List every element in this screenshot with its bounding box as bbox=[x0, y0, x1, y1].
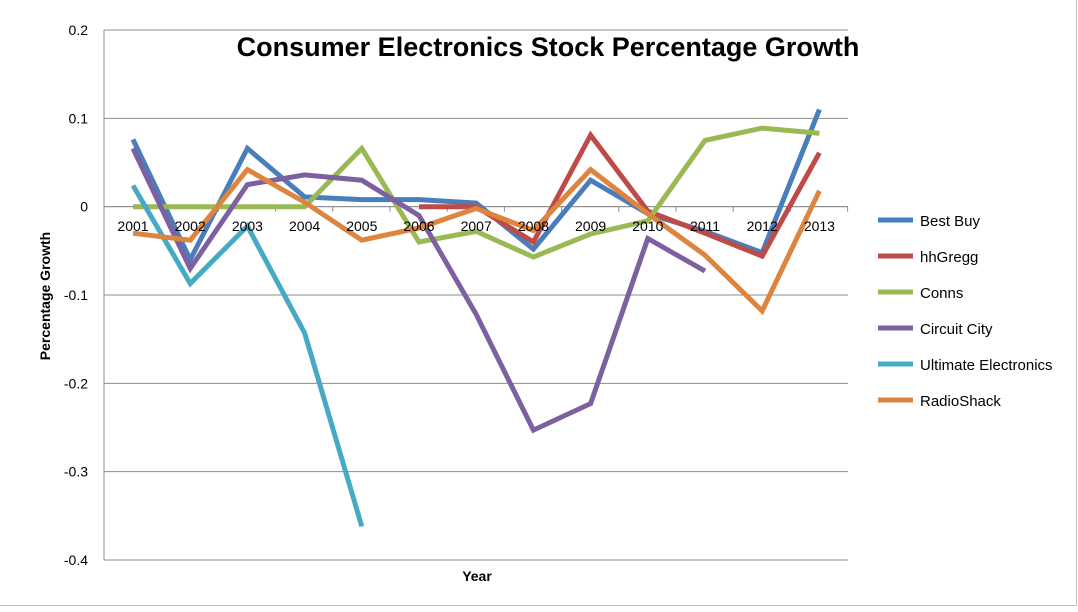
x-axis-title: Year bbox=[462, 568, 492, 584]
y-tick-label: 0 bbox=[80, 199, 88, 215]
series-line-ultimate-electronics bbox=[130, 184, 365, 528]
gridlines bbox=[104, 29, 848, 561]
x-tick-label: 2013 bbox=[804, 218, 835, 234]
y-tick-label: 0.1 bbox=[69, 110, 89, 126]
x-tick-label: 2009 bbox=[575, 218, 606, 234]
legend-label: Circuit City bbox=[920, 321, 993, 338]
x-tick-labels: 2001 2002 2003 2004 2005 2006 2007 2008 2009 2010… bbox=[117, 218, 835, 234]
x-tick-label: 2003 bbox=[232, 218, 263, 234]
y-tick-label: -0.4 bbox=[64, 552, 88, 568]
y-tick-labels: 0.2 0.1 0 -0.1 -0.2 -0.3 -0.4 bbox=[64, 22, 88, 568]
x-tick-label: 2006 bbox=[403, 218, 434, 234]
chart-title: Consumer Electronics Stock Percentage Gr… bbox=[237, 32, 860, 62]
legend-label: RadioShack bbox=[920, 393, 1001, 410]
y-tick-label: 0.2 bbox=[69, 22, 89, 38]
legend-label: hhGregg bbox=[920, 249, 978, 266]
x-tick-label: 2012 bbox=[747, 218, 778, 234]
x-tick-label: 2001 bbox=[117, 218, 148, 234]
series-lines bbox=[130, 108, 822, 528]
series-line-circuit-city bbox=[130, 147, 707, 434]
x-tick-label: 2007 bbox=[461, 218, 492, 234]
legend-label: Conns bbox=[920, 285, 963, 302]
y-tick-label: -0.2 bbox=[64, 375, 88, 391]
x-tick-label: 2005 bbox=[346, 218, 377, 234]
legend-label: Best Buy bbox=[920, 213, 981, 230]
x-tick-label: 2008 bbox=[518, 218, 549, 234]
x-tick-label: 2010 bbox=[632, 218, 663, 234]
y-tick-label: -0.3 bbox=[64, 464, 88, 480]
x-tick-label: 2004 bbox=[289, 218, 320, 234]
legend: Best Buy hhGregg Conns Circuit City Ultimate… bbox=[878, 213, 1053, 410]
legend-label: Ultimate Electronics bbox=[920, 357, 1053, 374]
x-tick-label: 2011 bbox=[690, 218, 720, 234]
y-tick-label: -0.1 bbox=[64, 287, 88, 303]
y-axis-title: Percentage Growth bbox=[37, 232, 53, 360]
x-tick-label: 2002 bbox=[175, 218, 206, 234]
series-line-conns bbox=[133, 125, 820, 260]
series-line-radioshack bbox=[132, 166, 822, 316]
